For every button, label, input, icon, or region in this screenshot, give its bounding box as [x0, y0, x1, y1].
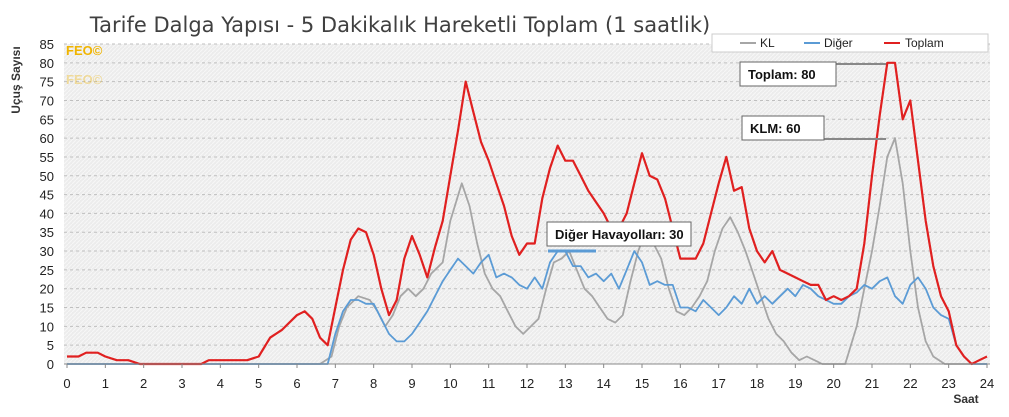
- x-tick-label: 15: [635, 376, 649, 391]
- series-line-toplam: [67, 61, 988, 366]
- legend-box: [711, 33, 989, 53]
- x-tick-label: 19: [788, 376, 802, 391]
- chart-title: Tarife Dalga Yapısı - 5 Dakikalık Hareke…: [89, 13, 710, 37]
- y-tick-label: 70: [40, 93, 54, 108]
- y-tick-label: 50: [40, 169, 54, 184]
- x-tick-label: 10: [443, 376, 457, 391]
- y-tick-label: 0: [47, 357, 54, 372]
- callout-box-klm: [741, 115, 825, 141]
- legend-label-diger: Diğer: [824, 36, 853, 50]
- y-tick-label: 25: [40, 263, 54, 278]
- x-tick-label: 5: [255, 376, 262, 391]
- watermark-faded: FEO©: [66, 72, 103, 87]
- x-axis-label: Saat: [953, 392, 978, 406]
- x-tick-label: 8: [370, 376, 377, 391]
- y-tick-label: 15: [40, 301, 54, 316]
- x-tick-label: 11: [482, 376, 496, 391]
- x-tick-label: 24: [980, 376, 994, 391]
- y-tick-label: 10: [40, 319, 54, 334]
- plot-area: [64, 44, 990, 364]
- x-tick-label: 20: [826, 376, 840, 391]
- y-tick-label: 60: [40, 131, 54, 146]
- y-axis-label: Uçuş Sayısı: [9, 46, 23, 113]
- x-tick-label: 14: [596, 376, 610, 391]
- x-tick-label: 22: [903, 376, 917, 391]
- y-tick-label: 30: [40, 244, 54, 259]
- x-tick-label: 16: [673, 376, 687, 391]
- watermark: FEO©: [66, 43, 103, 58]
- legend-label-toplam: Toplam: [905, 36, 944, 50]
- legend-label-kl: KL: [760, 36, 775, 50]
- series-line-di-er: [67, 250, 987, 365]
- x-tick-label: 18: [750, 376, 764, 391]
- y-tick-label: 80: [40, 56, 54, 71]
- x-tick-label: 4: [217, 376, 224, 391]
- y-tick-label: 75: [40, 75, 54, 90]
- x-tick-label: 17: [711, 376, 725, 391]
- legend: KL Diğer Toplam: [711, 33, 989, 53]
- x-tick-label: 21: [865, 376, 879, 391]
- y-tick-label: 20: [40, 282, 54, 297]
- x-tick-label: 9: [408, 376, 415, 391]
- callout-klm: KLM: 60: [750, 121, 801, 136]
- y-tick-label: 45: [40, 188, 54, 203]
- x-tick-label: 13: [558, 376, 572, 391]
- callout-diger: Diğer Havayolları: 30: [555, 227, 684, 242]
- callout-toplam: Toplam: 80: [748, 67, 816, 82]
- x-tick-label: 6: [293, 376, 300, 391]
- y-tick-label: 65: [40, 112, 54, 127]
- callout-box-diger: [546, 221, 692, 247]
- y-tick-label: 85: [40, 37, 54, 52]
- y-tick-label: 35: [40, 225, 54, 240]
- x-tick-label: 7: [332, 376, 339, 391]
- x-tick-label: 12: [520, 376, 534, 391]
- x-tick-label: 2: [140, 376, 147, 391]
- y-tick-label: 55: [40, 150, 54, 165]
- x-tick-label: 1: [102, 376, 109, 391]
- callouts: Toplam: 80 KLM: 60 Diğer Havayolları: 30: [546, 61, 886, 253]
- x-tick-label: 3: [178, 376, 185, 391]
- x-tick-label: 0: [63, 376, 70, 391]
- callout-box-toplam: [739, 61, 837, 87]
- x-tick-label: 23: [941, 376, 955, 391]
- y-tick-label: 5: [47, 338, 54, 353]
- y-tick-label: 40: [40, 206, 54, 221]
